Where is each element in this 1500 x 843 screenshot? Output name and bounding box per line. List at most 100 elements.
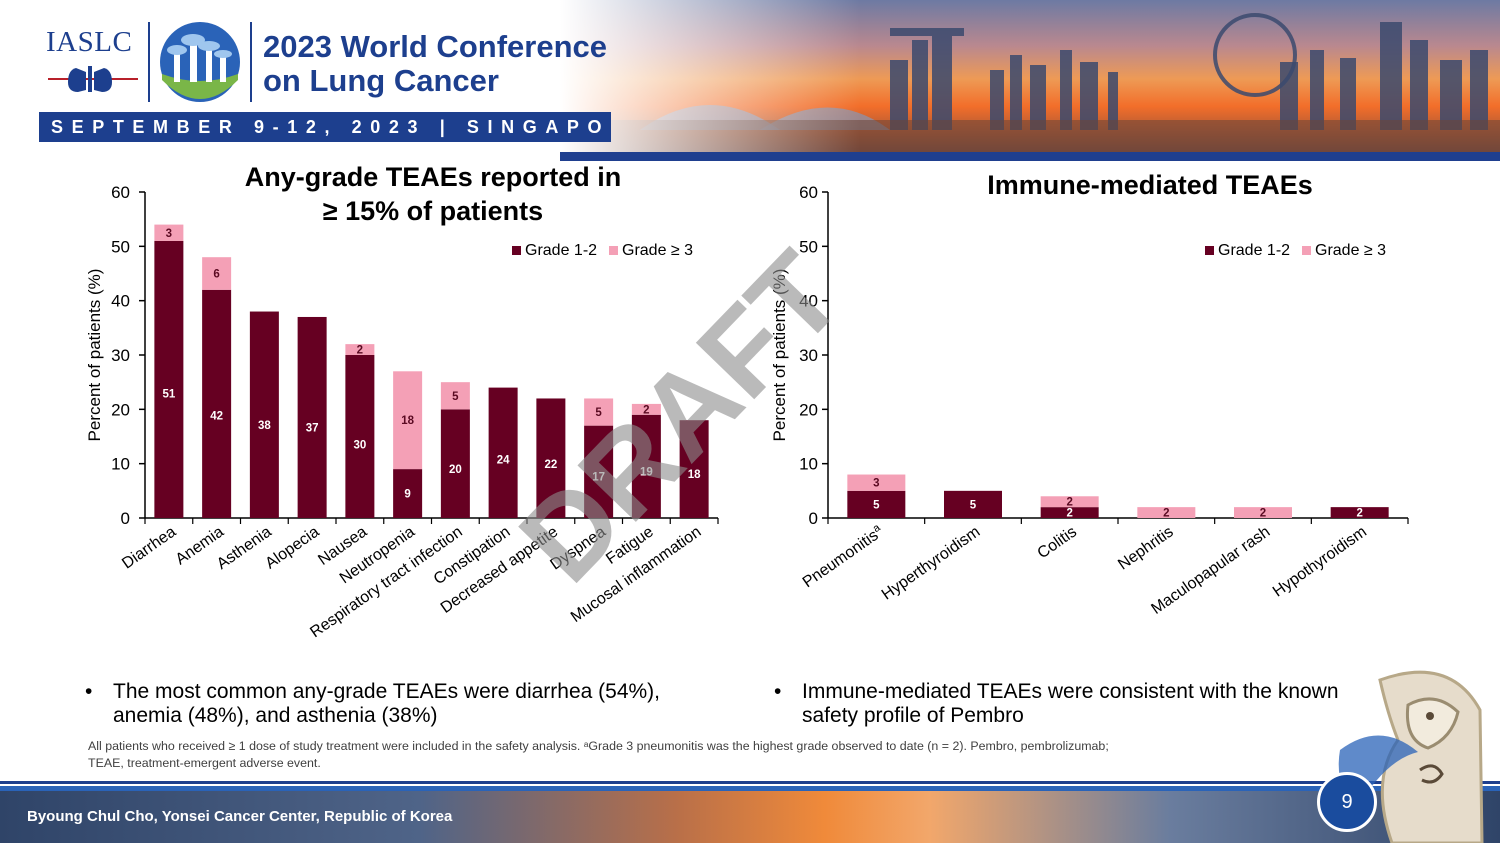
header-blue-stripe [560,152,1500,161]
y-axis-label: Percent of patients (%) [85,269,104,442]
gardens-supertree-logo-icon [160,22,240,102]
bar-label-grade-1-2: 20 [449,464,462,476]
legend-label-grade-3-plus: Grade ≥ 3 [1315,242,1386,259]
y-tick-label: 0 [809,509,818,528]
bullet-right: • Immune-mediated TEAEs were consistent … [774,680,1394,730]
bar-label-grade-1-2: 5 [970,499,977,511]
bullet-right-line1: Immune-mediated TEAEs were consistent wi… [802,680,1339,703]
bar-label-grade-1-2: 51 [162,388,175,400]
bar-grade-1-2 [345,355,375,518]
bar-label-grade-3-plus: 6 [213,269,219,281]
chart-title-immune-mediated: Immune-mediated TEAEs [987,170,1313,200]
date-location-band: SEPTEMBER 9-12, 2023 | SINGAPORE [39,112,611,142]
y-tick-label: 20 [799,400,818,419]
y-tick-label: 60 [799,183,818,202]
bar-label-grade-1-2: 19 [640,467,653,479]
x-category-label: Asthenia [214,523,275,573]
conference-title-line1: 2023 World Conference [263,29,607,64]
conference-title-line2: on Lung Cancer [263,63,499,98]
bar-grade-1-2 [249,311,279,518]
bar-label-grade-1-2: 22 [544,459,557,471]
bar-grade-3-plus [440,382,470,410]
x-category-label: Pneumonitisa [799,521,888,591]
y-tick-label: 30 [111,346,130,365]
bar-grade-1-2 [536,398,566,518]
bar-grade-1-2 [944,490,1002,518]
legend-swatch-grade-3-plus [609,246,618,255]
logo-divider [250,22,252,102]
bar-grade-1-2 [202,289,232,518]
bar-label-grade-3-plus: 2 [1163,508,1169,520]
y-tick-label: 10 [111,455,130,474]
bar-label-grade-3-plus: 2 [1260,508,1266,520]
bullet-left-line1: The most common any-grade TEAEs were dia… [113,680,661,703]
x-category-label: Alopecia [262,523,322,572]
bar-label-grade-3-plus: 2 [1066,497,1072,509]
y-tick-label: 50 [799,237,818,256]
bar-grade-3-plus [1137,507,1196,518]
footnote: All patients who received ≥ 1 dose of st… [88,738,1318,772]
bar-grade-1-2 [847,490,906,518]
legend-label-grade-1-2: Grade 1-2 [1218,242,1290,259]
bar-grade-3-plus [631,403,661,415]
y-tick-label: 30 [799,346,818,365]
lungs-caduceus-icon [48,66,138,92]
x-category-label: Diarrhea [119,523,179,572]
chart-title-line1: Any-grade TEAEs reported in [244,162,622,192]
bar-label-grade-1-2: 42 [210,410,223,422]
x-category-label: Hypothyroidism [1270,523,1370,600]
merlion-icon [1338,670,1484,843]
bar-grade-3-plus [202,257,232,290]
ferris-wheel-icon [1213,13,1297,97]
x-category-label: Dyspnea [547,523,609,573]
bar-label-grade-1-2: 17 [592,471,605,483]
legend-label-grade-3-plus: Grade ≥ 3 [622,242,693,259]
presenter-credit: Byoung Chul Cho, Yonsei Cancer Center, R… [27,808,453,825]
bar-grade-1-2 [1330,507,1389,518]
bar-label-grade-3-plus: 5 [595,407,602,419]
iaslc-logo-text: IASLC [46,26,133,58]
bar-label-grade-1-2: 9 [404,489,410,501]
bar-grade-1-2 [1040,507,1099,518]
y-tick-label: 40 [111,292,130,311]
y-tick-label: 60 [111,183,130,202]
y-tick-label: 50 [111,237,130,256]
bar-grade-1-2 [488,387,518,518]
bar-label-grade-3-plus: 2 [643,404,649,416]
bullet-dot: • [85,680,93,703]
bar-label-grade-1-2: 24 [497,454,510,466]
y-axis-label: Percent of patients (%) [770,269,789,442]
bar-label-grade-1-2: 2 [1356,508,1362,520]
bar-grade-3-plus [1234,507,1292,518]
bar-label-grade-1-2: 30 [353,440,366,452]
bar-label-grade-3-plus: 18 [401,415,414,427]
x-category-label: Nephritis [1115,523,1176,573]
chart-legend: Grade 1-2 Grade ≥ 3 [1205,242,1386,259]
bar-label-grade-1-2: 37 [306,423,319,435]
legend-swatch-grade-1-2 [512,246,521,255]
bar-grade-1-2 [584,425,614,518]
bar-grade-1-2 [154,240,184,518]
bar-grade-1-2 [440,409,470,518]
bar-label-grade-1-2: 5 [873,499,880,511]
footer-stripe [0,786,1500,791]
bullet-right-text: Immune-mediated TEAEs were consistent wi… [802,680,1339,728]
x-category-label: Hyperthyroidism [879,523,983,603]
footnote-line2: TEAE, treatment-emergent adverse event. [88,756,321,770]
bar-label-grade-3-plus: 3 [166,228,172,240]
legend-swatch-grade-1-2 [1205,246,1214,255]
bar-label-grade-3-plus: 2 [357,345,363,357]
chart-title-line2: ≥ 15% of patients [322,196,544,226]
chart-title-any-grade: Any-grade TEAEs reported in ≥ 15% of pat… [200,160,666,228]
bar-grade-1-2 [679,420,709,518]
bar-label-grade-3-plus: 5 [452,391,459,403]
chart-legend: Grade 1-2 Grade ≥ 3 [512,242,693,259]
bar-grade-3-plus [584,398,614,426]
bar-grade-1-2 [297,316,327,518]
logo-divider [148,22,150,102]
bullet-left-line2: anemia (48%), and asthenia (38%) [113,704,438,727]
chart-any-grade-teaes: 0 10 20 30 40 50 60 Percent of patients (%) 51 3 D… [85,183,719,641]
y-tick-label: 10 [799,455,818,474]
footer-stripe [0,781,1500,784]
bar-label-grade-1-2: 38 [258,420,271,432]
